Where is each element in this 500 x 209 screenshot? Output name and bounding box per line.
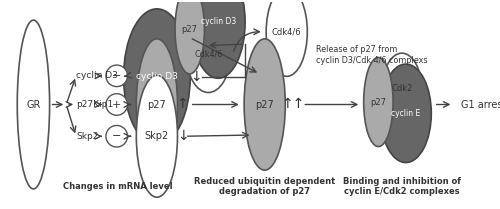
Text: ↑↑: ↑↑ <box>281 98 304 111</box>
Text: Skp2: Skp2 <box>76 132 98 141</box>
Text: Cdk4/6: Cdk4/6 <box>194 49 222 58</box>
Text: cyclin D3: cyclin D3 <box>200 18 236 27</box>
Text: Cdk2: Cdk2 <box>391 84 412 93</box>
Text: −: − <box>112 71 122 81</box>
Text: p27: p27 <box>148 99 167 110</box>
Ellipse shape <box>124 9 190 145</box>
Text: cyclin D3: cyclin D3 <box>76 71 118 80</box>
Ellipse shape <box>136 75 177 197</box>
Text: cyclin E: cyclin E <box>391 109 420 118</box>
Text: p27Kip1: p27Kip1 <box>76 100 113 109</box>
Ellipse shape <box>244 39 286 170</box>
Ellipse shape <box>364 57 393 147</box>
Text: Changes in mRNA level: Changes in mRNA level <box>63 182 172 191</box>
Text: p27: p27 <box>370 98 386 107</box>
Ellipse shape <box>186 15 230 93</box>
Text: Skp2: Skp2 <box>145 131 169 141</box>
Text: Reduced ubiquitin dependent
degradation of p27: Reduced ubiquitin dependent degradation … <box>194 177 336 196</box>
Ellipse shape <box>106 125 128 147</box>
Text: ↑: ↑ <box>176 98 188 111</box>
Ellipse shape <box>380 64 432 163</box>
Ellipse shape <box>175 0 204 74</box>
Text: Release of p27 from
cyclin D3/Cdk 4/6 complexs: Release of p27 from cyclin D3/Cdk 4/6 co… <box>316 45 428 65</box>
Text: ↓: ↓ <box>178 129 189 143</box>
Ellipse shape <box>382 53 422 124</box>
Text: p27: p27 <box>256 99 274 110</box>
Ellipse shape <box>106 94 128 115</box>
Ellipse shape <box>17 20 50 189</box>
Text: G1 arrest: G1 arrest <box>460 99 500 110</box>
Ellipse shape <box>136 39 177 170</box>
Text: Cdk4/6: Cdk4/6 <box>272 27 302 36</box>
Ellipse shape <box>266 0 308 76</box>
Ellipse shape <box>106 65 128 87</box>
Text: −: − <box>112 131 122 141</box>
Text: ↓: ↓ <box>190 70 202 84</box>
Text: +: + <box>112 99 122 110</box>
Text: GR: GR <box>26 99 40 110</box>
Text: Binding and inhibition of
cyclin E/Cdk2 complexes: Binding and inhibition of cyclin E/Cdk2 … <box>343 177 461 196</box>
Text: cyclin D3: cyclin D3 <box>136 72 178 81</box>
Ellipse shape <box>191 0 245 78</box>
Text: p27: p27 <box>182 25 198 34</box>
